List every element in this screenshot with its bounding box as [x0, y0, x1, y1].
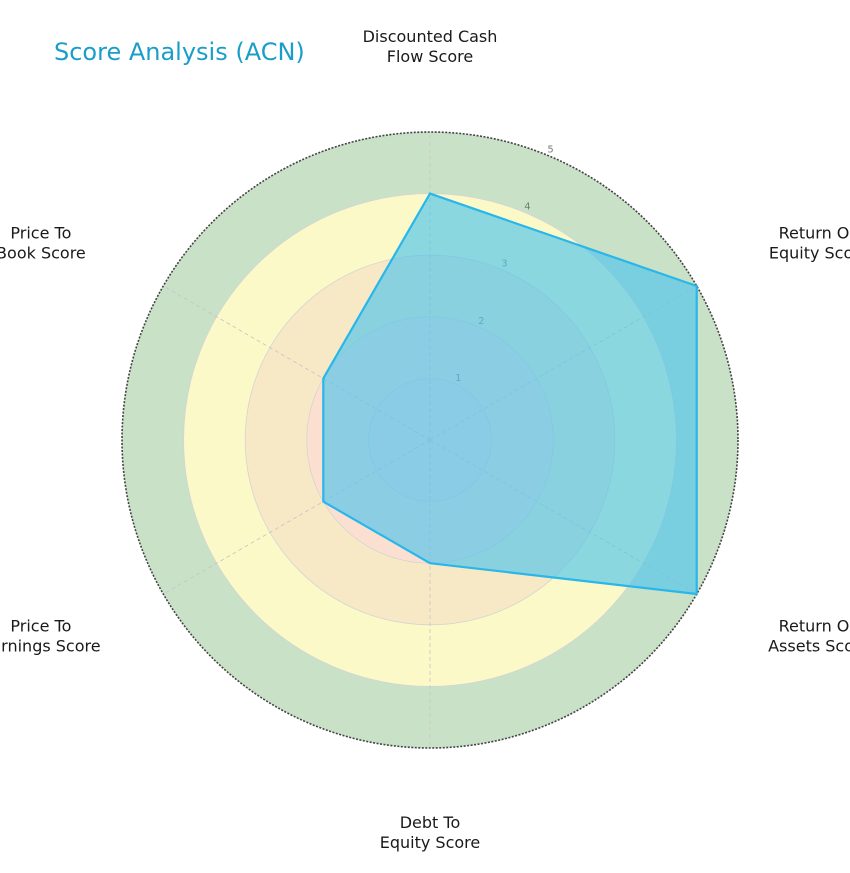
series-polygon: [322, 192, 698, 596]
axis-label-line: Price To: [10, 617, 71, 636]
axis-label-line: Book Score: [0, 244, 86, 263]
axis-label-4: Price ToEarnings Score: [0, 617, 101, 656]
axis-label-line: Return On: [779, 224, 850, 243]
axis-label-line: Discounted Cash: [363, 27, 498, 46]
axis-label-2: Return OnAssets Score: [768, 617, 850, 656]
axis-label-line: Debt To: [400, 813, 461, 832]
axis-label-line: Flow Score: [387, 47, 473, 66]
axis-label-5: Price To Book Score: [0, 224, 86, 263]
axis-label-1: Return OnEquity Score: [769, 224, 850, 263]
series-layer: [322, 192, 698, 596]
outer-frame: [121, 131, 739, 749]
radial-tick-5: 5: [547, 144, 553, 155]
axis-label-line: Earnings Score: [0, 637, 101, 656]
axis-label-3: Debt To Equity Score: [380, 813, 481, 852]
axis-label-line: Assets Score: [768, 637, 850, 656]
chart-title: Score Analysis (ACN): [54, 38, 305, 66]
radial-tick-4: 4: [524, 202, 530, 213]
axis-label-0: Discounted Cash Flow Score: [363, 27, 498, 66]
axis-label-line: Price To: [10, 224, 71, 243]
axis-label-line: Equity Score: [380, 833, 481, 852]
axis-label-line: Equity Score: [769, 244, 850, 263]
axis-label-line: Return On: [779, 617, 850, 636]
